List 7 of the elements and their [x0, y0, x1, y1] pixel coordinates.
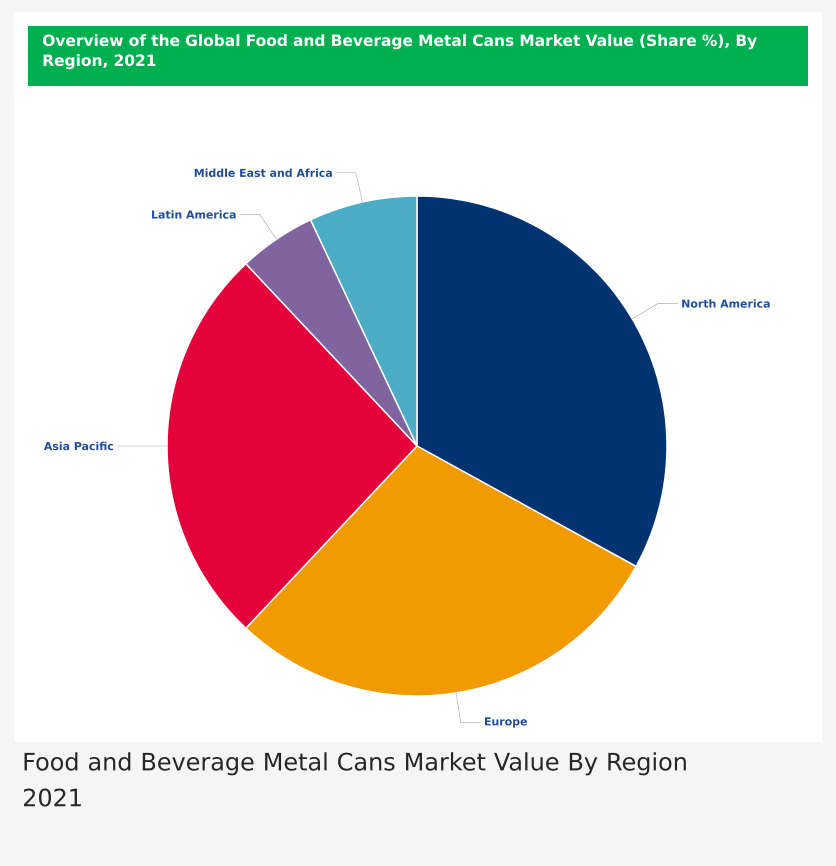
- text: Food and Beverage Metal Cans Market Value By Region 2021: [24, 752, 686, 807]
- slice-label: Middle East and Africa: [194, 168, 332, 177]
- slice-label: Europe: [484, 717, 527, 728]
- slice-label: North America: [682, 299, 770, 308]
- slice-label: Asia Pacific: [44, 442, 114, 450]
- chart-title: Overview of the Global Food and Beverage Metal Cans Market Value (Share %), By Region, 2021: [42, 34, 757, 70]
- slice-label: Latin America: [152, 210, 236, 219]
